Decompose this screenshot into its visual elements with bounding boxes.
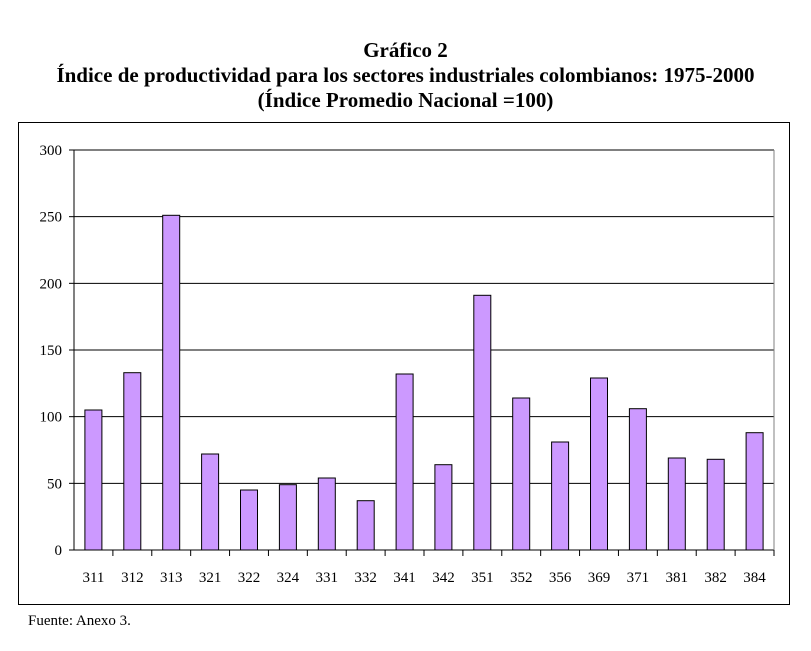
bar-321 [201, 453, 220, 551]
bar-384 [745, 432, 764, 551]
y-tick-label-50: 50 [47, 476, 62, 492]
chart-title: Índice de productividad para los sectore… [56, 63, 755, 87]
x-tick-label-311: 311 [82, 570, 104, 586]
x-tick-label-324: 324 [277, 570, 300, 586]
x-tick-label-352: 352 [510, 570, 533, 586]
x-tick-label-384: 384 [743, 570, 766, 586]
bar-351 [473, 294, 492, 551]
y-tick-label-200: 200 [40, 276, 63, 292]
bar-381 [667, 457, 686, 551]
bar-382 [706, 458, 725, 551]
bar-352 [512, 397, 531, 551]
y-tick-label-250: 250 [40, 210, 63, 226]
x-tick-label-382: 382 [704, 570, 727, 586]
chart-subtitle: (Índice Promedio Nacional =100) [257, 88, 554, 112]
source-note: Fuente: Anexo 3. [28, 613, 131, 629]
x-tick-label-331: 331 [316, 570, 339, 586]
bar-313 [162, 214, 181, 551]
x-tick-label-341: 341 [393, 570, 416, 586]
bar-356 [551, 441, 570, 551]
y-tick-label-300: 300 [40, 143, 63, 159]
y-tick-label-100: 100 [40, 410, 63, 426]
x-tick-label-321: 321 [199, 570, 222, 586]
bar-324 [278, 484, 297, 551]
y-tick-label-150: 150 [40, 343, 63, 359]
bar-chart: 0 50 100 150 200 250 300 311 312 313 321 322 324 331 3… [40, 143, 775, 586]
bar-369 [590, 377, 608, 551]
x-tick-label-356: 356 [549, 570, 572, 586]
x-tick-label-381: 381 [666, 570, 689, 586]
chart-title-block: Gráfico 2 Índice de productividad para l… [0, 38, 811, 113]
bar-311 [84, 409, 103, 551]
x-tick-label-332: 332 [354, 570, 377, 586]
bar-371 [628, 408, 647, 551]
bar-332 [356, 500, 375, 551]
x-tick-label-351: 351 [471, 570, 494, 586]
bar-341 [395, 373, 414, 551]
chart-title-figure-number: Gráfico 2 [363, 38, 448, 62]
x-tick-label-371: 371 [627, 570, 650, 586]
x-tick-label-312: 312 [121, 570, 144, 586]
bar-312 [123, 372, 142, 551]
x-tick-label-369: 369 [588, 570, 611, 586]
bar-342 [434, 464, 453, 551]
bar-331 [317, 477, 336, 551]
y-tick-label-0: 0 [55, 543, 63, 559]
x-tick-label-313: 313 [160, 570, 183, 586]
bar-322 [240, 489, 258, 551]
x-tick-label-342: 342 [432, 570, 455, 586]
x-tick-label-322: 322 [238, 570, 261, 586]
chart-frame [18, 122, 790, 605]
